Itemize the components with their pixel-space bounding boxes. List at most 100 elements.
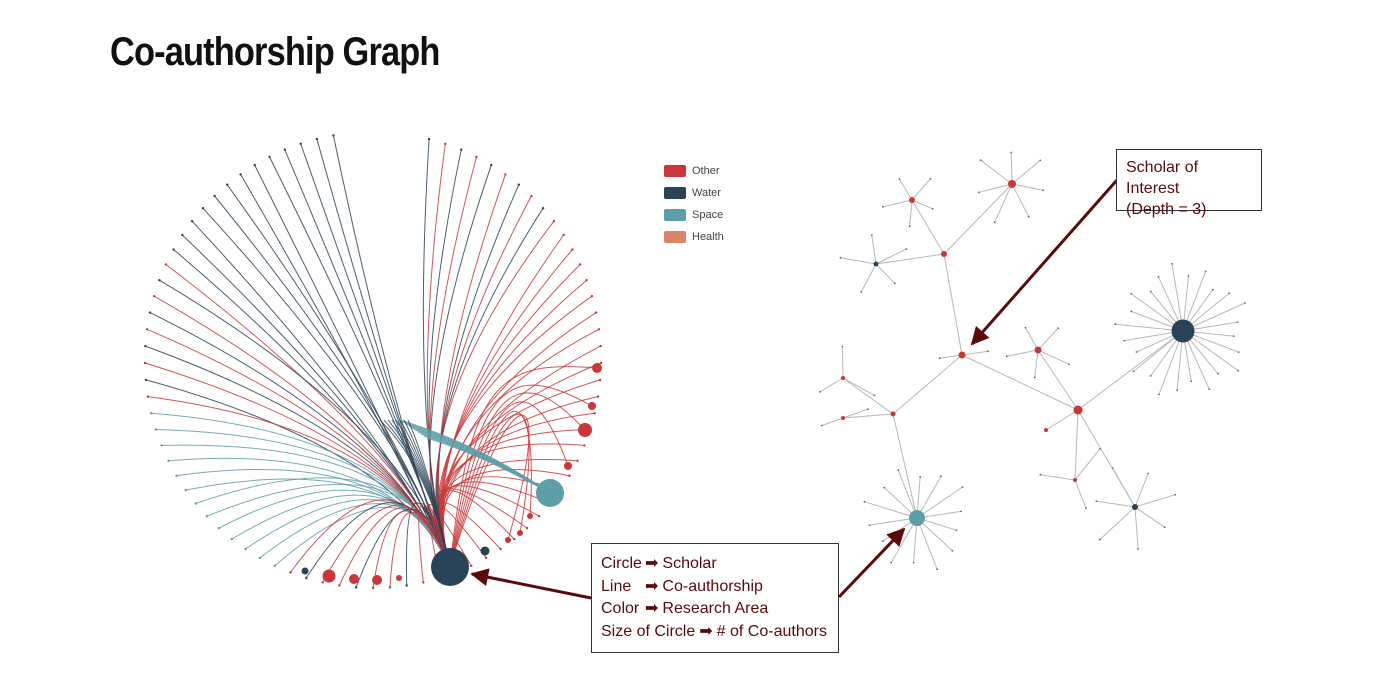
scholar-node [599,361,603,365]
scholar-node [513,537,516,541]
scholar-node [1098,538,1101,541]
scholar-node [484,556,488,560]
scholar-node [258,556,262,560]
legend-key-callout: Circle ➡ Scholar Line ➡ Co-authorship Co… [591,543,839,653]
scholar-node [936,568,938,571]
scholar-node [289,571,292,574]
scholar-node [460,148,463,151]
scholar-node [593,412,596,415]
coauthorship-line [449,413,530,568]
scholar-node [470,564,473,567]
legend-swatch-other [664,165,686,177]
scholar-node [1042,189,1044,192]
legend-swatch-space [664,209,686,221]
scholar-node [882,540,884,543]
scholar-node [239,173,242,176]
scholar-node [388,586,392,589]
legend-label-health: Health [692,231,724,243]
scholar-node [1027,215,1030,218]
scholar-node [866,408,869,411]
coauthorship-line [841,346,844,379]
scholar-node [525,526,529,530]
scholar-node [321,581,324,584]
scholar-node [1190,380,1193,383]
scholar-node [1204,270,1207,273]
coauthorship-line [1011,183,1043,191]
coauthorship-line [1034,349,1039,378]
coauthorship-line [842,413,894,419]
scholar-node [490,163,493,167]
scholar-node [537,515,541,518]
scholar-node [504,173,507,176]
coauthorship-line [1134,473,1149,508]
coauthorship-line [875,248,907,265]
scholar-node [499,547,502,551]
scholar-node [940,475,942,478]
scholar-node [909,510,925,526]
scholar-node [1171,319,1195,343]
scholar-node [431,548,469,586]
scholar-node [1044,428,1048,432]
scholar-node [578,263,582,266]
annotation-arrow [470,568,592,600]
annotation-arrows [470,179,1119,600]
coauthorship-line [943,183,1013,255]
scholar-node [585,279,588,282]
coauthorship-line [842,377,894,415]
scholar-node [175,474,178,477]
legend-swatch-water [664,187,686,199]
scholar-node [283,148,286,151]
coauthorship-line [916,517,953,552]
coauthorship-line [165,264,451,568]
scholar-node [1158,393,1160,396]
coauthorship-line [449,392,586,568]
coauthorship-line [1010,152,1013,185]
coauthorship-line [840,257,877,265]
coauthorship-line [961,350,989,356]
coauthorship-line [897,469,918,519]
scholar-node [941,251,947,257]
scholar-node [905,248,908,251]
coauthorship-line [442,312,597,568]
coauthorship-line [842,408,868,419]
key-term: Circle [601,555,642,572]
scholar-node [863,500,866,503]
coauthorship-line [407,419,451,568]
scholar-node [190,220,194,223]
scholar-node [144,344,147,348]
scholar-node [315,137,319,141]
coauthorship-line [842,377,875,396]
scholar-of-interest-callout: Scholar of Interest (Depth = 3) [1116,149,1262,218]
coauthorship-line [372,510,451,589]
scholar-node [960,510,963,513]
coauthorship-line [1011,160,1041,185]
scholar-node [1187,275,1190,277]
key-term: Line [601,577,632,595]
coauthorship-line [449,411,532,568]
coauthorship-line [206,483,451,568]
scholar-node [305,576,308,580]
legend-item-space: Space [664,204,724,226]
legend-item-water: Water [664,182,724,204]
key-meaning: Scholar [662,555,717,572]
scholar-node [1039,159,1042,162]
scholar-node [562,233,565,237]
scholar-node [332,134,335,137]
scholar-node [1237,369,1240,372]
scholar-node [444,142,447,145]
callout-interest-line1: Scholar of Interest [1126,159,1199,197]
scholar-node [820,424,823,427]
scholar-node [583,444,586,447]
scholar-node [1111,467,1114,469]
scholar-node [154,428,158,431]
scholar-node [354,586,358,589]
coauthorship-line [1037,349,1079,411]
legend-label-water: Water [692,187,721,199]
coauthorship-line [1134,506,1165,528]
scholar-node [273,564,276,567]
scholar-node [596,395,600,398]
key-meaning: # of Co-authors [716,622,827,640]
scholar-node [1130,310,1133,313]
coauthorship-line [864,501,918,519]
coauthorship-line [438,174,506,568]
